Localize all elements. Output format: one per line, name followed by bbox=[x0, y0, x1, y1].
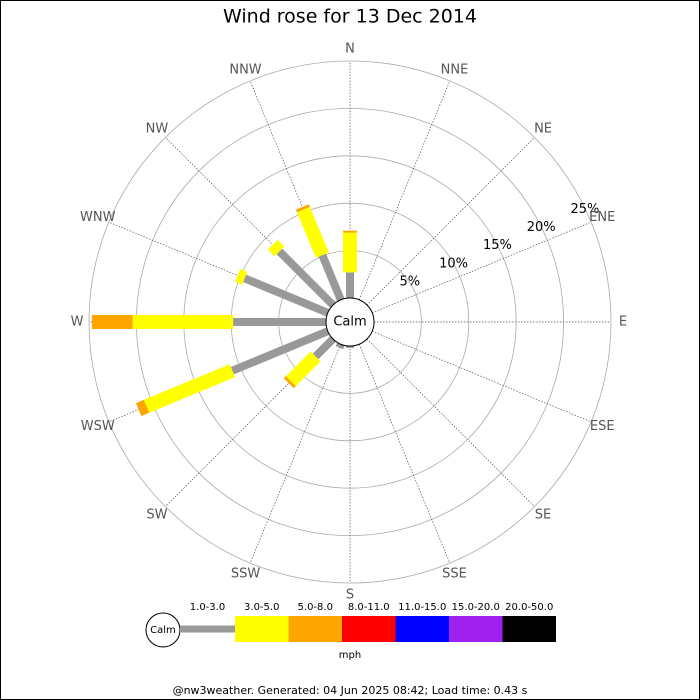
legend-label: 20.0-50.0 bbox=[505, 602, 553, 613]
petal-segment bbox=[285, 351, 321, 387]
spoke bbox=[366, 137, 535, 306]
legend-unit: mph bbox=[339, 650, 361, 661]
petal-segment bbox=[276, 248, 336, 308]
spoke bbox=[358, 344, 451, 564]
direction-label: W bbox=[71, 315, 84, 330]
direction-label: SSW bbox=[231, 567, 261, 582]
petal-segment bbox=[295, 204, 310, 213]
legend-swatch bbox=[288, 616, 342, 642]
ring-label: 10% bbox=[439, 256, 468, 271]
petal-segment bbox=[135, 399, 150, 417]
direction-label: ENE bbox=[589, 210, 615, 225]
ring-label: 15% bbox=[483, 238, 512, 253]
spoke bbox=[249, 344, 342, 564]
ring bbox=[88, 60, 612, 584]
spoke bbox=[372, 221, 592, 314]
chart-title: Wind rose for 13 Dec 2014 bbox=[223, 6, 477, 28]
legend-swatch bbox=[502, 616, 556, 642]
legend-calm-label: Calm bbox=[150, 625, 176, 636]
legend-label: 1.0-3.0 bbox=[190, 602, 225, 613]
petal-segment bbox=[312, 336, 336, 360]
rose: 5% 10% 15% 20% 25% N NNE NE ENE E ESE SE SSE S SSW SW WS… bbox=[71, 42, 628, 603]
petal-segment bbox=[267, 239, 285, 257]
calm-label: Calm bbox=[333, 315, 366, 330]
footer: @nw3weather. Generated: 04 Jun 2025 08:4… bbox=[173, 684, 528, 697]
direction-label: ESE bbox=[590, 419, 615, 434]
legend-swatch bbox=[342, 616, 396, 642]
direction-label: N bbox=[345, 42, 355, 57]
spoke bbox=[372, 330, 592, 423]
spoke bbox=[358, 80, 451, 300]
calm-circle bbox=[325, 297, 375, 347]
legend-label: 5.0-8.0 bbox=[298, 602, 333, 613]
direction-label: SW bbox=[146, 508, 167, 523]
legend-label: 8.0-11.0 bbox=[348, 602, 390, 613]
direction-label: E bbox=[619, 315, 627, 330]
legend-swatch bbox=[235, 616, 289, 642]
ring-label: 25% bbox=[571, 202, 600, 217]
petal-segment bbox=[318, 253, 345, 302]
petal-segment bbox=[283, 376, 296, 389]
legend-label: 11.0-15.0 bbox=[398, 602, 446, 613]
legend: Calm 1.0-3.0 3.0-5.0 5.0-8.0 8.0-11.0 11.0-15… bbox=[145, 602, 556, 661]
direction-label: SE bbox=[535, 508, 551, 523]
ring-label: 5% bbox=[400, 274, 421, 289]
petal-segment bbox=[335, 342, 345, 350]
legend-label: 3.0-5.0 bbox=[244, 602, 279, 613]
petal-segment bbox=[296, 206, 329, 258]
petal-segment bbox=[230, 327, 330, 375]
direction-label: SSE bbox=[442, 567, 467, 582]
legend-swatch bbox=[395, 616, 449, 642]
petal-segment bbox=[243, 274, 330, 317]
direction-label: NNW bbox=[229, 62, 261, 77]
petal-segment bbox=[143, 364, 236, 413]
direction-label: WSW bbox=[81, 419, 115, 434]
legend-swatch bbox=[449, 616, 503, 642]
direction-label: NE bbox=[534, 121, 552, 136]
ring-label: 20% bbox=[527, 220, 556, 235]
direction-label: NW bbox=[146, 121, 169, 136]
direction-label: S bbox=[346, 588, 354, 603]
petal-segment bbox=[234, 268, 248, 285]
spoke bbox=[366, 338, 535, 507]
direction-label: NNE bbox=[441, 62, 469, 77]
direction-label: WNW bbox=[80, 210, 116, 225]
legend-label: 15.0-20.0 bbox=[452, 602, 500, 613]
